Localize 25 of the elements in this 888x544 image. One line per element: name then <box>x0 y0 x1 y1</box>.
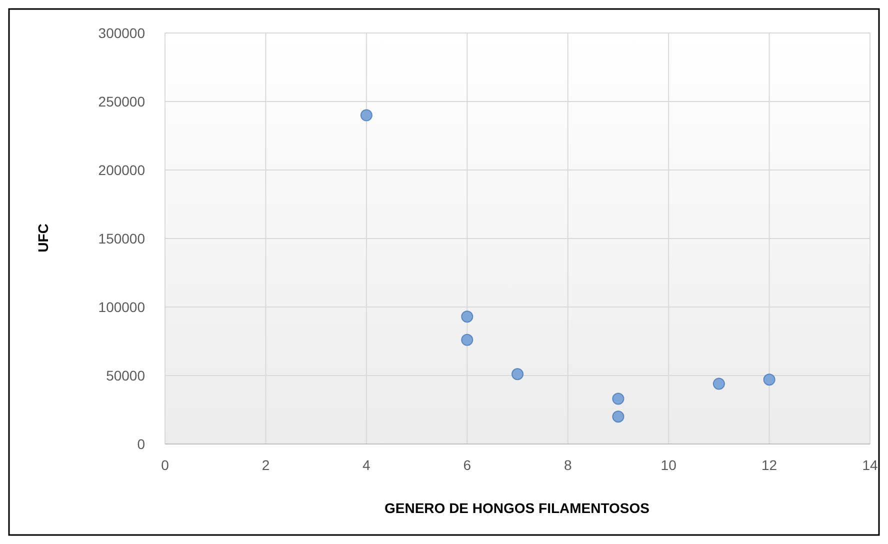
y-tick-label: 250000 <box>98 93 146 110</box>
point <box>712 378 725 390</box>
point <box>360 109 372 122</box>
x-tick-label: 0 <box>161 457 170 473</box>
point <box>461 310 474 323</box>
x-tick-label: 2 <box>262 457 270 473</box>
y-axis-title: UFC <box>35 224 51 252</box>
x-tick-label: 6 <box>463 457 472 473</box>
point <box>612 410 624 423</box>
y-tick-label: 150000 <box>98 230 146 246</box>
y-tick-label: 50000 <box>106 367 146 384</box>
x-axis-title: GENERO DE HONGOS FILAMENTOSOS <box>384 500 650 516</box>
x-tick-label: 10 <box>660 457 677 473</box>
point <box>612 392 624 405</box>
x-tick-label: 14 <box>862 457 878 473</box>
y-tick-label: 100000 <box>98 298 146 315</box>
y-tick-label: 200000 <box>98 162 146 178</box>
y-tick-label: 0 <box>137 436 146 452</box>
y-tick-label: 300000 <box>98 24 146 41</box>
point <box>763 374 776 386</box>
x-tick-label: 8 <box>564 457 572 473</box>
x-tick-label: 12 <box>761 457 778 473</box>
x-tick-label: 4 <box>362 457 371 473</box>
point <box>512 368 524 380</box>
point <box>461 334 474 346</box>
